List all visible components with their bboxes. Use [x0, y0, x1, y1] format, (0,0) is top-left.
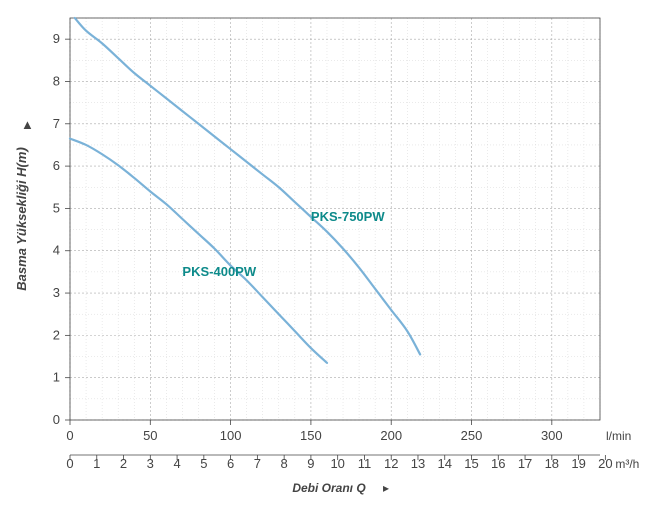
x-tick-m3h: 3	[147, 456, 154, 471]
x-tick-m3h: 17	[518, 456, 532, 471]
x-axis-label: Debi Oranı Q	[292, 481, 366, 495]
y-tick-label: 6	[53, 158, 60, 173]
chart-svg: 0123456789050100150200250300l/min0123456…	[0, 0, 671, 514]
pump-curve-chart: 0123456789050100150200250300l/min0123456…	[0, 0, 671, 514]
y-axis-label: Basma Yüksekliği H(m)	[14, 147, 29, 291]
x-tick-m3h: 15	[464, 456, 478, 471]
y-tick-label: 0	[53, 412, 60, 427]
arrow-up-icon: ▲	[21, 117, 34, 132]
series-label: PKS-400PW	[182, 264, 256, 279]
x-tick-m3h: 20	[598, 456, 612, 471]
x-tick-m3h: 12	[384, 456, 398, 471]
y-tick-label: 7	[53, 116, 60, 131]
x-tick-m3h: 5	[200, 456, 207, 471]
x-tick-m3h: 14	[438, 456, 452, 471]
x-tick-m3h: 0	[66, 456, 73, 471]
x-tick-m3h: 4	[173, 456, 180, 471]
y-tick-label: 2	[53, 327, 60, 342]
x-tick-m3h: 10	[330, 456, 344, 471]
x-tick-lmin: 250	[461, 428, 483, 443]
y-tick-label: 3	[53, 285, 60, 300]
arrow-right-icon: ▸	[383, 481, 389, 495]
y-tick-label: 5	[53, 200, 60, 215]
x-tick-lmin: 100	[220, 428, 242, 443]
x-tick-m3h: 13	[411, 456, 425, 471]
x-tick-m3h: 2	[120, 456, 127, 471]
x-tick-m3h: 16	[491, 456, 505, 471]
x-tick-m3h: 6	[227, 456, 234, 471]
x-tick-lmin: 150	[300, 428, 322, 443]
x-unit-m3h: m³/h	[615, 457, 639, 471]
x-tick-m3h: 7	[254, 456, 261, 471]
x-tick-m3h: 8	[281, 456, 288, 471]
x-tick-lmin: 0	[66, 428, 73, 443]
x-tick-lmin: 50	[143, 428, 157, 443]
x-tick-m3h: 19	[571, 456, 585, 471]
x-unit-lmin: l/min	[606, 429, 631, 443]
y-tick-label: 8	[53, 73, 60, 88]
x-tick-m3h: 1	[93, 456, 100, 471]
y-tick-label: 1	[53, 370, 60, 385]
x-tick-m3h: 9	[307, 456, 314, 471]
x-tick-lmin: 300	[541, 428, 563, 443]
x-tick-m3h: 11	[358, 456, 372, 471]
y-tick-label: 9	[53, 31, 60, 46]
x-tick-lmin: 200	[380, 428, 402, 443]
x-tick-m3h: 18	[545, 456, 559, 471]
series-label: PKS-750PW	[311, 209, 385, 224]
y-tick-label: 4	[53, 243, 60, 258]
